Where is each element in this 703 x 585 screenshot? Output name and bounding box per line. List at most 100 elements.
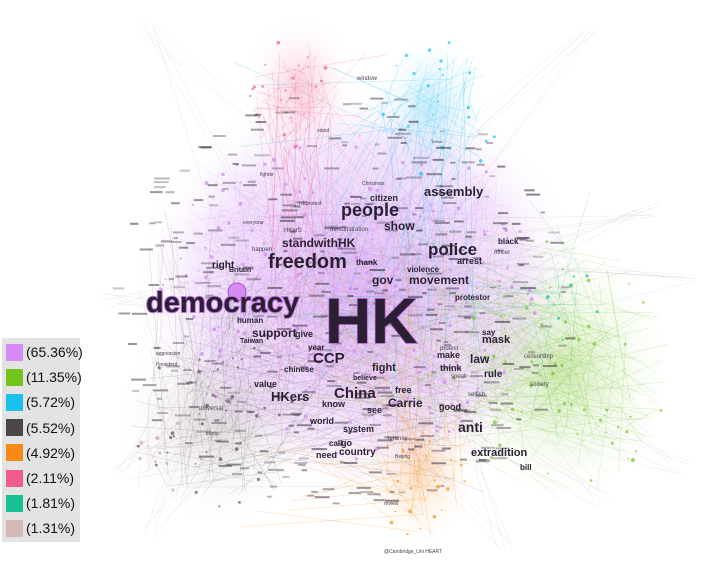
graph-edge (344, 262, 407, 428)
graph-edge (486, 234, 526, 383)
graph-edge (153, 259, 421, 532)
graph-edge (225, 261, 245, 411)
graph-edge (396, 56, 474, 285)
graph-edge (173, 429, 411, 455)
word-label-need: need (316, 450, 337, 460)
minor-word-mark (268, 198, 278, 201)
graph-edge (419, 259, 497, 547)
graph-edge (270, 319, 295, 384)
graph-edge (280, 272, 303, 410)
minor-word-mark (439, 403, 444, 406)
minor-word-mark (465, 147, 476, 150)
graph-edge (279, 83, 299, 282)
graph-edge (390, 217, 609, 333)
graph-edge (239, 318, 374, 368)
graph-edge (163, 279, 390, 318)
minor-word-mark (291, 412, 302, 415)
graph-edge (314, 214, 439, 233)
word-label-see: see (367, 405, 382, 415)
graph-node (392, 129, 395, 132)
graph-node (492, 354, 496, 359)
minor-word-mark (383, 414, 393, 417)
minor-word-mark (476, 163, 485, 166)
graph-edge (249, 339, 414, 356)
graph-node (188, 309, 191, 312)
graph-edge (266, 360, 573, 391)
graph-edge (358, 228, 499, 357)
minor-word-mark (395, 279, 402, 282)
graph-node (299, 272, 302, 275)
minor-word-mark (299, 366, 309, 369)
minor-word-mark (343, 103, 351, 106)
graph-edge (344, 351, 440, 478)
graph-edge (339, 135, 397, 326)
graph-node (466, 166, 471, 170)
legend-label: (1.81%) (26, 495, 76, 512)
minor-word-mark (171, 241, 182, 243)
graph-edge (599, 362, 611, 412)
graph-edge (596, 351, 617, 490)
minor-word-mark (234, 273, 250, 276)
minor-word-mark (475, 148, 482, 151)
graph-edge (342, 261, 418, 376)
minor-word-mark (325, 225, 338, 228)
minor-word-mark (532, 255, 544, 258)
graph-edge (198, 427, 292, 454)
graph-edge (418, 289, 453, 292)
graph-edge (188, 198, 302, 224)
minor-word-mark (426, 173, 442, 176)
graph-edge (232, 222, 296, 411)
graph-edge (348, 337, 473, 379)
graph-edge (399, 240, 487, 292)
graph-edge (405, 287, 444, 461)
graph-edge (314, 336, 429, 395)
minor-word-mark (353, 287, 358, 290)
minor-word-mark (432, 158, 444, 161)
graph-node (403, 137, 407, 140)
minor-word-mark (420, 435, 435, 437)
graph-edge (254, 274, 327, 352)
minor-word-mark (357, 381, 367, 384)
minor-word-mark (489, 175, 496, 178)
graph-edge (251, 269, 354, 426)
graph-node (532, 311, 537, 316)
graph-node (218, 348, 222, 353)
graph-edge (386, 274, 434, 427)
word-label-window: window (356, 76, 378, 82)
minor-word-mark (153, 181, 169, 184)
minor-word-mark (237, 400, 247, 403)
graph-edge (535, 342, 626, 462)
word-label-good: good (439, 402, 461, 412)
graph-edge (271, 138, 381, 399)
graph-edge (205, 410, 384, 486)
minor-word-mark (390, 491, 395, 494)
minor-word-mark (480, 446, 495, 449)
graph-edge (379, 220, 528, 287)
network-edges (100, 20, 696, 549)
graph-node (165, 461, 169, 465)
graph-edge (393, 224, 449, 442)
graph-edge (230, 401, 234, 439)
graph-edge (206, 168, 220, 235)
minor-word-mark (429, 412, 434, 415)
minor-word-mark (519, 238, 526, 241)
legend-item: (5.72%) (6, 391, 75, 413)
graph-edge (281, 247, 441, 350)
graph-node (492, 135, 496, 139)
minor-word-mark (278, 451, 285, 454)
graph-edge (276, 206, 278, 234)
graph-edge (297, 209, 366, 247)
graph-edge (406, 86, 423, 119)
minor-word-mark (222, 181, 237, 184)
graph-edge (409, 243, 479, 312)
graph-edge (320, 204, 505, 240)
graph-node (239, 317, 244, 321)
graph-node (179, 257, 182, 260)
graph-node (225, 409, 227, 412)
graph-edge (198, 363, 268, 489)
graph-edge (337, 304, 537, 335)
minor-word-mark (528, 351, 535, 354)
graph-edge (326, 287, 607, 429)
graph-edge (309, 312, 562, 423)
graph-node (421, 325, 425, 330)
